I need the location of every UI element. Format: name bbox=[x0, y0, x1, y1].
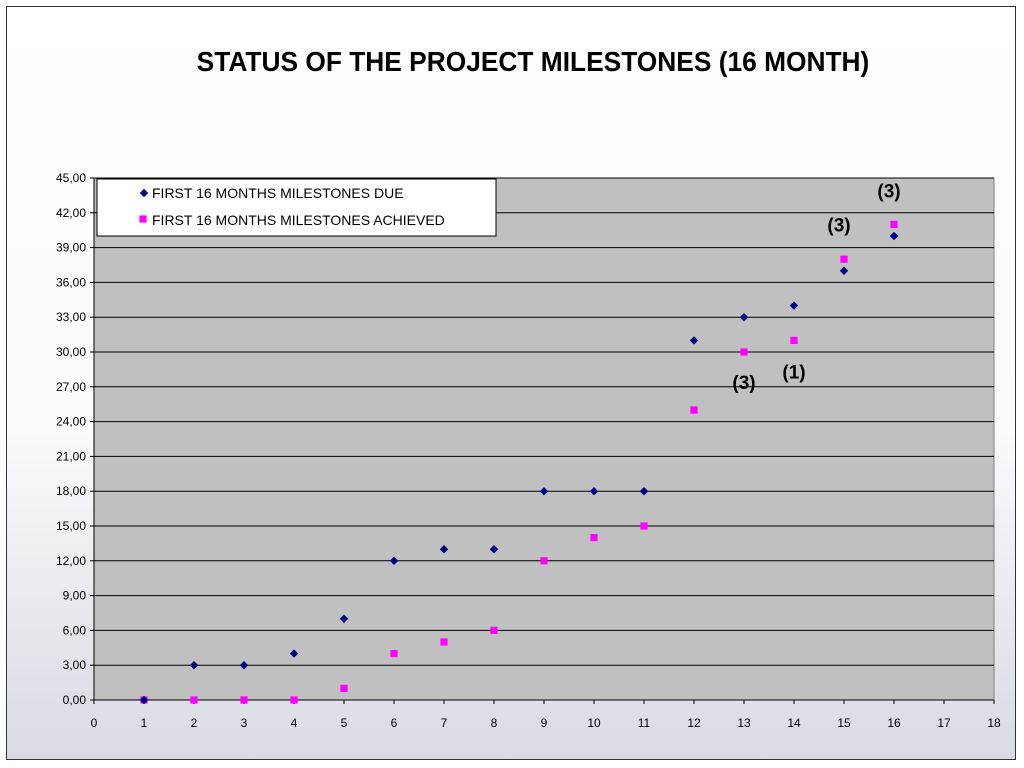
x-tick-label: 6 bbox=[391, 716, 398, 730]
achieved-point bbox=[840, 255, 848, 263]
plot-background bbox=[93, 177, 995, 701]
x-tick-label: 5 bbox=[341, 716, 348, 730]
achieved-point bbox=[540, 557, 548, 565]
x-tick-label: 4 bbox=[291, 716, 298, 730]
x-tick-label: 10 bbox=[587, 716, 601, 730]
data-points bbox=[139, 220, 899, 705]
y-tick-label: 45,00 bbox=[56, 171, 86, 185]
achieved-point bbox=[390, 650, 398, 658]
legend-due-label: FIRST 16 MONTHS MILESTONES DUE bbox=[152, 185, 404, 201]
y-tick-label: 24,00 bbox=[56, 415, 86, 429]
due-point bbox=[289, 649, 299, 658]
achieved-point bbox=[640, 522, 648, 530]
x-tick-label: 1 bbox=[141, 716, 148, 730]
due-point bbox=[839, 266, 849, 275]
x-tick-label: 0 bbox=[91, 716, 98, 730]
y-tick-label: 15,00 bbox=[56, 519, 86, 533]
y-tick-label: 21,00 bbox=[56, 449, 86, 463]
chart-title: STATUS OF THE PROJECT MILESTONES (16 MON… bbox=[196, 46, 870, 77]
x-tick-label: 7 bbox=[441, 716, 448, 730]
legend-achieved-marker bbox=[139, 215, 147, 223]
legend-achieved-label: FIRST 16 MONTHS MILESTONES ACHIEVED bbox=[152, 212, 445, 228]
achieved-point bbox=[240, 696, 248, 704]
achieved-point bbox=[590, 534, 598, 542]
y-tick-label: 33,00 bbox=[56, 310, 86, 324]
achieved-point bbox=[490, 626, 498, 634]
annotation-label: (3) bbox=[877, 182, 900, 203]
x-tick-label: 13 bbox=[737, 716, 751, 730]
x-tick-label: 15 bbox=[837, 716, 851, 730]
x-tick-label: 18 bbox=[987, 716, 1001, 730]
y-tick-label: 18,00 bbox=[56, 484, 86, 498]
due-point bbox=[389, 556, 399, 565]
annotation-label: (3) bbox=[827, 215, 850, 236]
y-tick-label: 30,00 bbox=[56, 345, 86, 359]
due-point bbox=[439, 545, 449, 554]
legend-box bbox=[96, 178, 497, 237]
x-tick-label: 16 bbox=[887, 716, 901, 730]
y-tick-label: 27,00 bbox=[56, 380, 86, 394]
y-tick-label: 12,00 bbox=[56, 554, 86, 568]
due-point bbox=[539, 487, 549, 496]
y-tick-label: 9,00 bbox=[63, 589, 87, 603]
achieved-point bbox=[440, 638, 448, 646]
plot-area bbox=[93, 177, 995, 701]
y-tick-label: 36,00 bbox=[56, 275, 86, 289]
achieved-point bbox=[890, 220, 898, 228]
achieved-point bbox=[690, 406, 698, 414]
x-tick-label: 12 bbox=[687, 716, 701, 730]
x-tick-label: 17 bbox=[937, 716, 951, 730]
annotation-label: (3) bbox=[732, 373, 755, 394]
due-point bbox=[189, 661, 199, 670]
y-tick-label: 39,00 bbox=[56, 241, 86, 255]
achieved-point bbox=[290, 696, 298, 704]
due-point bbox=[139, 695, 149, 705]
y-tick-label: 0,00 bbox=[63, 693, 87, 707]
achieved-point bbox=[740, 348, 748, 356]
due-point bbox=[589, 487, 599, 496]
annotation-label: (1) bbox=[782, 363, 805, 384]
legend: FIRST 16 MONTHS MILESTONES DUE FIRST 16 M… bbox=[96, 178, 497, 237]
x-tick-label: 8 bbox=[491, 716, 498, 730]
legend-due-marker bbox=[139, 188, 149, 198]
achieved-point bbox=[190, 696, 198, 704]
due-point bbox=[689, 336, 699, 345]
x-tick-label: 3 bbox=[241, 716, 248, 730]
due-point bbox=[239, 661, 249, 670]
y-tick-label: 6,00 bbox=[63, 623, 87, 637]
due-point bbox=[889, 231, 899, 241]
x-tick-label: 9 bbox=[541, 716, 548, 730]
x-tick-label: 14 bbox=[787, 716, 801, 730]
y-tick-label: 42,00 bbox=[56, 206, 86, 220]
achieved-point bbox=[340, 684, 348, 692]
due-point bbox=[789, 301, 799, 310]
due-point bbox=[339, 614, 349, 623]
x-tick-label: 2 bbox=[191, 716, 198, 730]
annotations: (3) (1) (3) (3) bbox=[732, 182, 900, 394]
due-point bbox=[739, 313, 749, 322]
due-point bbox=[489, 545, 499, 554]
x-tick-label: 11 bbox=[638, 716, 651, 730]
due-point bbox=[639, 487, 649, 496]
achieved-point bbox=[790, 336, 798, 344]
y-tick-label: 3,00 bbox=[63, 658, 87, 672]
axes: 0,00 3,00 6,00 9,00 12,00 15,00 18,00 21,00 24,0… bbox=[56, 171, 1001, 730]
